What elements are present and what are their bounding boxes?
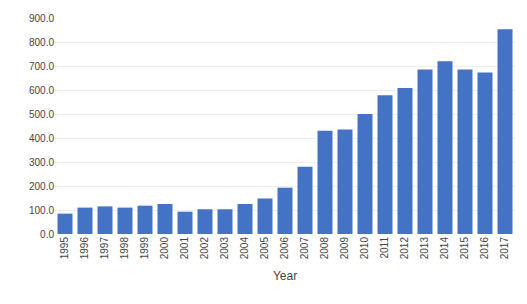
svg-text:1998: 1998: [119, 237, 130, 260]
svg-text:2011: 2011: [379, 237, 390, 259]
svg-text:2000: 2000: [159, 237, 170, 260]
svg-text:2005: 2005: [259, 237, 270, 260]
svg-text:2016: 2016: [479, 237, 490, 260]
svg-text:2004: 2004: [239, 237, 250, 260]
svg-text:1997: 1997: [99, 237, 110, 260]
svg-text:2003: 2003: [219, 237, 230, 260]
svg-text:900.0: 900.0: [29, 13, 54, 24]
svg-text:2009: 2009: [339, 237, 350, 260]
svg-text:Year: Year: [273, 269, 297, 283]
svg-text:0.0: 0.0: [40, 229, 54, 240]
svg-text:2007: 2007: [299, 237, 310, 260]
svg-text:2010: 2010: [359, 237, 370, 260]
svg-text:2002: 2002: [199, 237, 210, 260]
svg-text:800.0: 800.0: [29, 37, 54, 48]
svg-text:2001: 2001: [179, 237, 190, 260]
svg-text:2017: 2017: [499, 237, 510, 260]
svg-text:700.0: 700.0: [29, 61, 54, 72]
svg-text:2008: 2008: [319, 237, 330, 260]
svg-text:400.0: 400.0: [29, 133, 54, 144]
svg-text:300.0: 300.0: [29, 157, 54, 168]
svg-text:2013: 2013: [419, 237, 430, 260]
svg-text:2015: 2015: [459, 237, 470, 260]
svg-text:100.0: 100.0: [29, 205, 54, 216]
svg-text:1995: 1995: [59, 237, 70, 260]
svg-text:500.0: 500.0: [29, 109, 54, 120]
svg-text:200.0: 200.0: [29, 181, 54, 192]
svg-text:2012: 2012: [399, 237, 410, 260]
svg-text:600.0: 600.0: [29, 85, 54, 96]
svg-text:2006: 2006: [279, 237, 290, 260]
svg-text:2014: 2014: [439, 237, 450, 260]
svg-text:1999: 1999: [139, 237, 150, 260]
svg-text:1996: 1996: [79, 237, 90, 260]
